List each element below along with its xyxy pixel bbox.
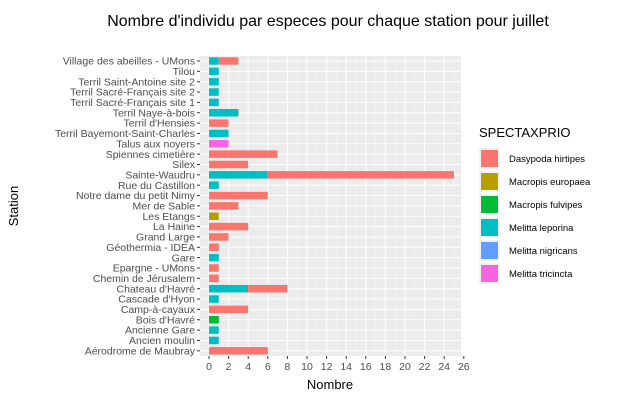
y-tick-label: La Haine bbox=[153, 221, 195, 233]
legend-label: Melitta tricincta bbox=[509, 269, 573, 280]
legend-swatch bbox=[481, 219, 498, 236]
y-tick-label: Terril Sacré-Français site 1 bbox=[70, 97, 195, 109]
x-axis-title: Nombre bbox=[307, 377, 353, 392]
bar-segment bbox=[209, 77, 219, 86]
x-tick-label: 24 bbox=[438, 361, 450, 373]
bar-segment bbox=[209, 109, 239, 117]
y-tick-label: Tilou bbox=[173, 66, 196, 78]
y-tick-label: Chemin de Jérusalem bbox=[93, 273, 195, 285]
legend-items: Dasypoda hirtipes Macropis europaea Macrop… bbox=[479, 148, 591, 284]
bar-segment bbox=[209, 98, 219, 107]
legend-swatch bbox=[481, 265, 498, 282]
y-tick-label: Ancien moulin bbox=[129, 335, 195, 347]
y-tick-label: Talus aux noyers bbox=[116, 138, 195, 150]
legend: SPECTAXPRIO Dasypoda hirtipes Macropis eu… bbox=[479, 125, 591, 284]
bar-segment bbox=[209, 181, 219, 189]
y-tick-label: Grand Large bbox=[136, 232, 195, 244]
bar-segment bbox=[209, 202, 239, 210]
bar-segment bbox=[209, 212, 219, 220]
legend-swatch bbox=[481, 150, 498, 167]
legend-label: Melitta leporina bbox=[509, 223, 574, 234]
x-tick-label: 16 bbox=[360, 361, 372, 373]
y-tick-label: Aérodrome de Maubray bbox=[85, 345, 196, 357]
bar-segment bbox=[209, 88, 219, 96]
legend-label: Melitta nigricans bbox=[509, 246, 578, 257]
y-tick-label: Terril Saint-Antoine site 2 bbox=[78, 76, 195, 88]
bar-segment bbox=[209, 150, 278, 158]
x-tick-label: 8 bbox=[284, 361, 290, 373]
legend-title: SPECTAXPRIO bbox=[479, 125, 571, 140]
bar-segment bbox=[209, 253, 219, 262]
y-tick-label: Bois d'Havré bbox=[136, 314, 195, 326]
bar-segment bbox=[209, 140, 229, 148]
x-tick-label: 6 bbox=[265, 361, 271, 373]
y-tick-label: Notre dame du petit Nimy bbox=[76, 190, 196, 202]
x-tick-label: 22 bbox=[419, 361, 431, 373]
bar-segment bbox=[209, 316, 219, 324]
bar-segment bbox=[209, 119, 229, 127]
legend-swatch bbox=[481, 173, 498, 190]
grid-lines bbox=[200, 56, 465, 356]
bar-segment bbox=[209, 67, 219, 76]
y-tick-label: Camp-à-cayaux bbox=[121, 304, 196, 316]
y-tick-label: Spiennes cimetière bbox=[106, 149, 195, 161]
legend-label: Macropis fulvipes bbox=[509, 200, 583, 211]
y-tick-label: Gare bbox=[172, 252, 196, 264]
bar-segment bbox=[218, 57, 239, 65]
y-tick-label: Rue du Castillon bbox=[118, 180, 195, 192]
bar-segment bbox=[209, 191, 268, 200]
y-axis: Village des abeilles - UMonsTilouTerril … bbox=[55, 56, 200, 357]
y-axis-title: Station bbox=[6, 186, 21, 226]
x-tick-label: 4 bbox=[245, 361, 251, 373]
y-tick-label: Epargne - UMons bbox=[113, 263, 195, 275]
y-tick-label: Sainte-Waudru bbox=[125, 169, 195, 181]
y-tick-label: Cascade d'Hyon bbox=[118, 294, 195, 306]
y-tick-label: Les Etangs bbox=[142, 211, 195, 223]
y-tick-label: Ancienne Gare bbox=[125, 325, 195, 337]
x-axis: 0 2 4 6 8 10 12 14 16 18 20 22 24 26 bbox=[206, 356, 470, 373]
legend-label: Macropis europaea bbox=[509, 177, 591, 188]
bar-segment bbox=[209, 305, 249, 314]
bar-segment bbox=[209, 326, 219, 334]
y-tick-label: Terril Naye-à-bois bbox=[113, 107, 195, 119]
bar-segment bbox=[209, 171, 268, 179]
bar-segment bbox=[209, 233, 229, 241]
y-tick-label: Silex bbox=[172, 159, 196, 171]
bar-segment bbox=[209, 274, 219, 283]
y-tick-label: Village des abeilles - UMons bbox=[63, 56, 195, 68]
x-tick-label: 14 bbox=[340, 361, 352, 373]
bar-segment bbox=[248, 284, 288, 293]
y-tick-label: Mer de Sable bbox=[133, 201, 196, 213]
x-tick-label: 20 bbox=[399, 361, 411, 373]
y-tick-label: Géothermia - IDEA bbox=[106, 242, 195, 254]
y-tick-label: Terril d'Hensies bbox=[124, 118, 195, 130]
bar-segment bbox=[209, 222, 249, 231]
bar-segment bbox=[267, 171, 454, 179]
bar-segment bbox=[209, 57, 219, 65]
bar-segment bbox=[209, 160, 249, 169]
bar-segment bbox=[209, 347, 268, 355]
x-tick-label: 10 bbox=[301, 361, 313, 373]
bar-segment bbox=[209, 243, 219, 252]
legend-swatch bbox=[481, 242, 498, 259]
bar-segment bbox=[209, 129, 229, 138]
chart-title: Nombre d'individu par especes pour chaqu… bbox=[107, 13, 549, 30]
bar-segment bbox=[209, 336, 219, 345]
x-tick-label: 2 bbox=[226, 361, 232, 373]
x-tick-label: 18 bbox=[380, 361, 392, 373]
bar-segment bbox=[209, 295, 219, 303]
x-tick-label: 0 bbox=[206, 361, 212, 373]
x-tick-label: 12 bbox=[321, 361, 333, 373]
x-tick-label: 26 bbox=[458, 361, 470, 373]
bar-segment bbox=[209, 264, 219, 272]
bars bbox=[209, 57, 454, 355]
y-tick-label: Chateau d'Havré bbox=[117, 283, 196, 295]
y-tick-label: Terril Sacré-Français site 2 bbox=[70, 87, 195, 99]
bar-segment bbox=[209, 284, 249, 293]
y-tick-label: Terril Bayemont-Saint-Charles bbox=[55, 128, 195, 140]
legend-label: Dasypoda hirtipes bbox=[509, 154, 585, 165]
legend-swatch bbox=[481, 196, 498, 213]
